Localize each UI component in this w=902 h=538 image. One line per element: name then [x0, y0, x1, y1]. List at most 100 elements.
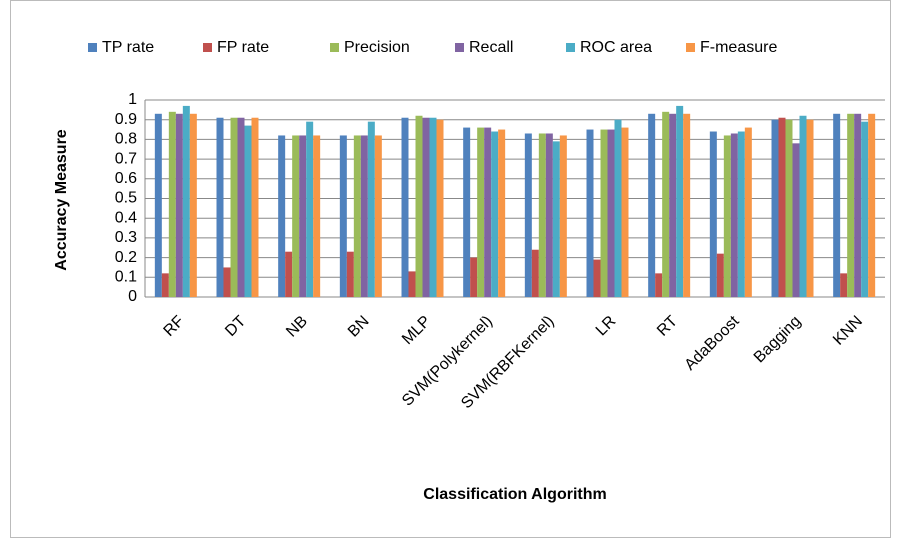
y-tick-label: 0.9 [115, 111, 137, 128]
bar [868, 113, 876, 297]
bar [621, 127, 629, 297]
bar [847, 113, 855, 297]
bar [306, 121, 314, 297]
bar [408, 271, 416, 297]
bar [401, 117, 409, 297]
bar [723, 135, 731, 297]
bar [360, 135, 368, 297]
legend-label: FP rate [217, 39, 269, 56]
bar [168, 111, 176, 297]
bar [730, 133, 738, 297]
legend-swatch [330, 43, 339, 52]
bar [175, 113, 183, 297]
bar [484, 127, 492, 297]
bar [230, 117, 238, 297]
bar [237, 117, 245, 297]
bar [799, 115, 807, 297]
bar [538, 133, 546, 297]
y-tick-label: 1 [128, 91, 137, 108]
legend-label: Precision [344, 39, 410, 56]
bar [744, 127, 752, 297]
legend-swatch [566, 43, 575, 52]
bar [415, 115, 423, 297]
bar [737, 131, 745, 297]
y-tick-label: 0.7 [115, 150, 137, 167]
bar [353, 135, 361, 297]
legend-swatch [203, 43, 212, 52]
bar [586, 129, 594, 297]
bar [778, 117, 786, 297]
bar [189, 113, 197, 297]
bar [285, 251, 293, 297]
bar [477, 127, 485, 297]
bar [422, 117, 430, 297]
bar [498, 129, 506, 297]
bar [785, 119, 793, 297]
bar [292, 135, 300, 297]
legend-swatch [686, 43, 695, 52]
bar [792, 143, 800, 297]
bar [771, 119, 779, 297]
bar [840, 273, 848, 297]
chart-frame [10, 0, 891, 538]
legend-label: Recall [469, 39, 513, 56]
x-axis-title: Classification Algorithm [423, 486, 606, 503]
bar [655, 273, 663, 297]
y-tick-label: 0.8 [115, 131, 137, 148]
bar [669, 113, 677, 297]
bar [709, 131, 717, 297]
bar [161, 273, 169, 297]
bar [216, 117, 224, 297]
bar [429, 117, 437, 297]
legend-label: ROC area [580, 39, 652, 56]
y-tick-label: 0.3 [115, 229, 137, 246]
bar [251, 117, 259, 297]
bar [833, 113, 841, 297]
bar [313, 135, 321, 297]
bar [648, 113, 656, 297]
bar [600, 129, 608, 297]
bar [346, 251, 354, 297]
bar [607, 129, 615, 297]
bar [662, 111, 670, 297]
y-tick-label: 0 [128, 288, 137, 305]
bar [278, 135, 286, 297]
bar [299, 135, 307, 297]
bar [491, 131, 499, 297]
legend-label: F-measure [700, 39, 777, 56]
bar [531, 249, 539, 297]
bar [676, 105, 684, 297]
bar [367, 121, 375, 297]
bar [593, 259, 601, 297]
bar [223, 267, 231, 297]
y-tick-label: 0.1 [115, 269, 137, 286]
bar [524, 133, 532, 297]
y-tick-label: 0.2 [115, 249, 137, 266]
bar [244, 125, 252, 297]
legend-swatch [455, 43, 464, 52]
bar [463, 127, 471, 297]
legend-swatch [88, 43, 97, 52]
bar [559, 135, 567, 297]
bar [683, 113, 691, 297]
bar [614, 119, 622, 297]
bar [552, 141, 560, 297]
bar [182, 105, 190, 297]
bar [854, 113, 862, 297]
bar [374, 135, 382, 297]
y-axis-title: Accuracy Measure [53, 129, 70, 271]
bar [806, 119, 814, 297]
legend-label: TP rate [102, 39, 154, 56]
bar [154, 113, 162, 297]
bar [470, 257, 478, 297]
bar [861, 121, 869, 297]
bar [545, 133, 553, 297]
y-tick-label: 0.4 [115, 209, 137, 226]
bar [436, 119, 444, 297]
bar [716, 253, 724, 297]
bar [339, 135, 347, 297]
legend: TP rate FP rate Precision Recall ROC area F-m… [88, 39, 777, 56]
y-tick-label: 0.5 [115, 190, 137, 207]
y-tick-label: 0.6 [115, 170, 137, 187]
